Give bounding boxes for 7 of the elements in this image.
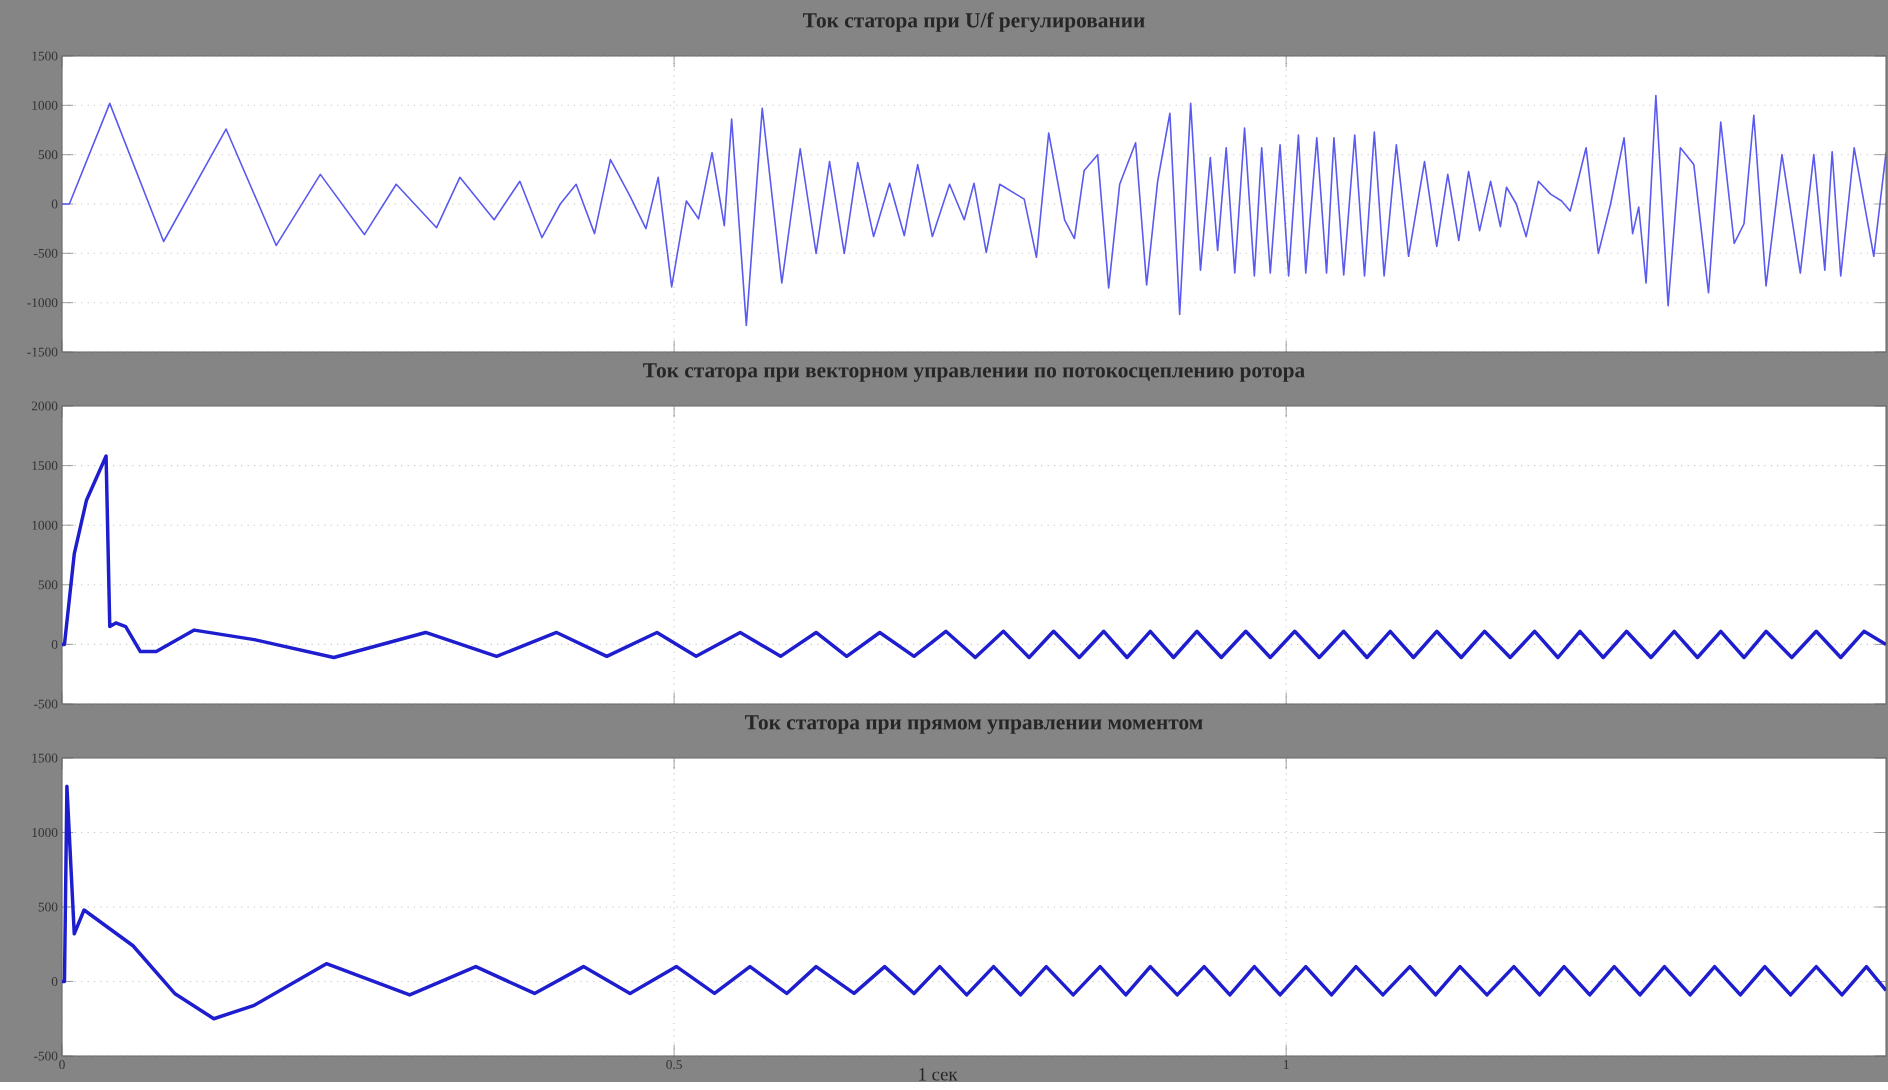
chart-title: Ток статора при прямом управлении моментом	[745, 715, 1203, 735]
chart-title: Ток статора при векторном управлении по потокосцеплению ротора	[643, 363, 1305, 383]
line-series	[62, 454, 1887, 660]
x-axis-title: 1 сек	[919, 1068, 958, 1081]
line-series	[62, 94, 1887, 327]
chart-title: Ток статора при U/f регулировании	[803, 12, 1145, 33]
line-series	[62, 784, 1887, 1021]
